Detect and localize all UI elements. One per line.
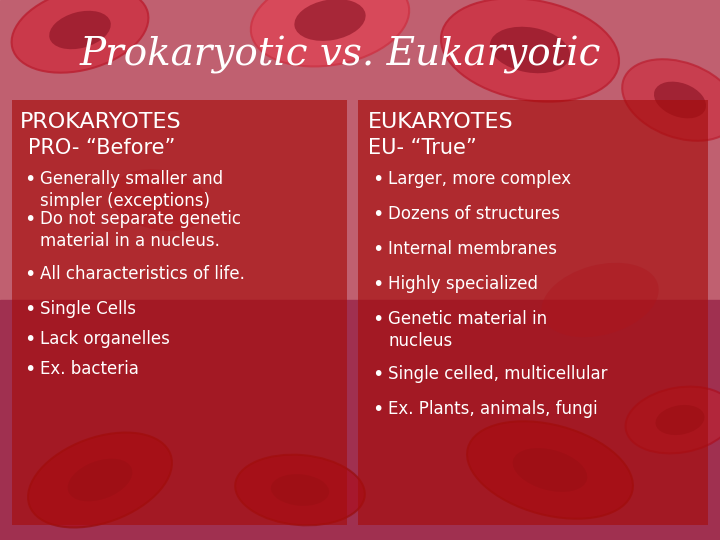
Text: PROKARYOTES: PROKARYOTES [20,112,181,132]
Text: Highly specialized: Highly specialized [388,275,538,293]
Text: •: • [372,310,383,329]
Text: •: • [24,210,35,229]
Ellipse shape [68,458,132,501]
Ellipse shape [626,387,720,454]
Text: •: • [372,400,383,419]
Ellipse shape [622,59,720,141]
Ellipse shape [28,433,172,528]
Text: •: • [372,205,383,224]
Text: Single Cells: Single Cells [40,300,136,318]
Text: All characteristics of life.: All characteristics of life. [40,265,245,283]
Text: EUKARYOTES: EUKARYOTES [368,112,513,132]
Ellipse shape [294,0,366,41]
Ellipse shape [235,455,365,525]
Ellipse shape [467,421,633,519]
Text: •: • [24,170,35,189]
Text: •: • [24,300,35,319]
Ellipse shape [441,0,619,102]
Text: Internal membranes: Internal membranes [388,240,557,258]
Text: Larger, more complex: Larger, more complex [388,170,571,188]
Text: EU- “True”: EU- “True” [368,138,477,158]
Text: •: • [372,365,383,384]
FancyBboxPatch shape [358,100,708,525]
Text: Genetic material in
nucleus: Genetic material in nucleus [388,310,547,350]
Ellipse shape [490,27,570,73]
Ellipse shape [271,474,329,506]
Ellipse shape [251,0,409,66]
Bar [0,300,720,540]
Ellipse shape [541,263,659,337]
Ellipse shape [654,82,706,118]
Ellipse shape [110,169,210,231]
Text: Dozens of structures: Dozens of structures [388,205,560,223]
Text: •: • [24,265,35,284]
Ellipse shape [655,405,704,435]
Text: Ex. bacteria: Ex. bacteria [40,360,139,378]
Text: Prokaryotic vs. Eukaryotic: Prokaryotic vs. Eukaryotic [79,36,600,74]
Text: Generally smaller and
simpler (exceptions): Generally smaller and simpler (exception… [40,170,223,210]
Text: Ex. Plants, animals, fungi: Ex. Plants, animals, fungi [388,400,598,418]
Ellipse shape [513,448,588,492]
Text: •: • [24,330,35,349]
Text: PRO- “Before”: PRO- “Before” [28,138,176,158]
FancyBboxPatch shape [12,100,347,525]
Text: Single celled, multicellular: Single celled, multicellular [388,365,608,383]
Text: •: • [372,240,383,259]
Text: •: • [24,360,35,379]
Text: •: • [372,170,383,189]
Text: Lack organelles: Lack organelles [40,330,170,348]
Ellipse shape [12,0,148,73]
Ellipse shape [49,11,111,49]
Text: Do not separate genetic
material in a nucleus.: Do not separate genetic material in a nu… [40,210,241,250]
Text: •: • [372,275,383,294]
